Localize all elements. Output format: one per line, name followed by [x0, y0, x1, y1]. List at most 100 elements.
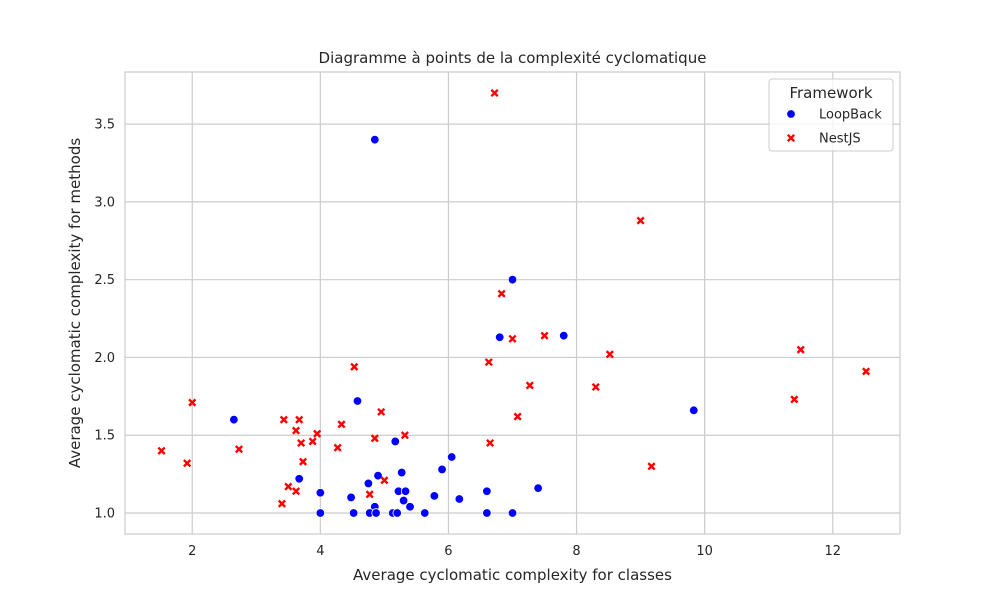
point-loopback [370, 134, 380, 145]
point-nestjs [297, 438, 306, 448]
point-nestjs-stroke [377, 407, 386, 416]
point-loopback [396, 467, 407, 478]
legend-items: LoopBack NestJS [786, 108, 882, 147]
point-nestjs-stroke [365, 490, 374, 499]
point-loopback [348, 508, 359, 518]
point-nestjs-stroke [157, 446, 166, 455]
point-loopback [507, 508, 518, 518]
point-loopback [294, 474, 304, 484]
point-nestjs-stroke [333, 443, 342, 452]
point-nestjs [525, 381, 534, 390]
point-loopback [454, 494, 465, 504]
point-nestjs [370, 434, 379, 443]
point-nestjs [636, 216, 645, 225]
point-nestjs-stroke [605, 350, 614, 359]
point-nestjs [540, 331, 549, 340]
point-nestjs-stroke [279, 415, 288, 424]
point-nestjs-stroke [297, 438, 306, 448]
data-points [157, 88, 871, 518]
legend-box [768, 78, 894, 152]
point-nestjs-stroke [380, 476, 389, 485]
point-nestjs [333, 443, 342, 452]
point-nestjs-stroke [370, 434, 379, 443]
plot-frame [124, 71, 901, 535]
point-nestjs [796, 345, 805, 354]
point-nestjs-stroke [484, 358, 493, 367]
point-loopback [346, 492, 356, 503]
x-tick-label: 8 [572, 544, 580, 559]
point-nestjs [377, 407, 386, 416]
point-nestjs [400, 431, 409, 440]
y-tick-label: 1.5 [94, 429, 115, 444]
point-loopback [315, 508, 326, 518]
point-nestjs-stroke [497, 289, 506, 298]
point-nestjs [157, 446, 166, 455]
point-nestjs-stroke [591, 382, 600, 392]
point-loopback [315, 488, 326, 498]
point-nestjs-stroke [299, 457, 308, 466]
point-nestjs [605, 350, 614, 359]
point-nestjs-stroke [308, 437, 317, 446]
point-nestjs-stroke [284, 482, 293, 491]
x-tick-labels: 2 4 6 8 10 12 [188, 544, 841, 559]
y-tick-label: 2.0 [94, 351, 115, 366]
point-loopback [229, 414, 239, 425]
point-nestjs [337, 420, 346, 429]
point-nestjs [279, 415, 288, 424]
point-nestjs-stroke [337, 420, 346, 429]
point-nestjs [183, 459, 192, 468]
point-nestjs-stroke [291, 426, 301, 435]
point-loopback [373, 470, 383, 481]
point-nestjs-stroke [540, 331, 549, 340]
point-loopback [494, 332, 505, 342]
point-nestjs [277, 499, 286, 508]
point-nestjs [508, 334, 517, 343]
point-nestjs [484, 358, 493, 367]
series-loopback [229, 134, 699, 518]
x-axis-label: Average cyclomatic complexity for classe… [353, 566, 672, 584]
legend-marker-nestjs [786, 133, 796, 143]
point-nestjs-stroke [508, 334, 517, 343]
legend-label-nestjs: NestJS [819, 132, 861, 147]
point-nestjs-stroke [513, 412, 522, 421]
point-nestjs-stroke [291, 487, 301, 496]
point-nestjs [790, 395, 799, 404]
point-loopback [437, 464, 447, 475]
point-nestjs-stroke [183, 459, 192, 468]
point-nestjs-stroke [525, 381, 534, 390]
point-loopback [352, 396, 363, 406]
series-nestjs [157, 88, 871, 508]
y-tick-label: 1.0 [94, 507, 115, 522]
point-nestjs-stroke [350, 362, 359, 371]
point-nestjs-stroke [295, 415, 304, 424]
point-nestjs [513, 412, 522, 421]
y-tick-label: 2.5 [94, 273, 115, 288]
point-nestjs [188, 398, 197, 407]
point-loopback [363, 478, 374, 489]
point-nestjs [295, 415, 304, 424]
point-nestjs [291, 426, 301, 435]
point-loopback [533, 483, 543, 493]
point-nestjs [299, 457, 308, 466]
x-tick-label: 10 [696, 544, 713, 559]
point-loopback [420, 508, 430, 518]
y-tick-labels: 1.0 1.5 2.0 2.5 3.0 3.5 [94, 118, 115, 522]
point-nestjs-stroke [188, 398, 197, 407]
point-nestjs-stroke [313, 429, 322, 438]
point-loopback [371, 508, 381, 518]
legend-marker-nestjs-stroke [786, 133, 796, 143]
point-loopback [400, 486, 411, 496]
point-nestjs-stroke [486, 438, 495, 448]
y-tick-label: 3.0 [94, 195, 115, 210]
point-loopback [405, 502, 415, 512]
point-nestjs-stroke [647, 462, 656, 471]
point-nestjs-stroke [636, 216, 645, 225]
point-loopback [390, 436, 400, 447]
point-nestjs [497, 289, 506, 298]
point-loopback [689, 405, 699, 416]
chart-title: Diagramme à points de la complexité cycl… [319, 49, 707, 67]
point-nestjs-stroke [862, 367, 871, 376]
point-nestjs [234, 445, 244, 454]
